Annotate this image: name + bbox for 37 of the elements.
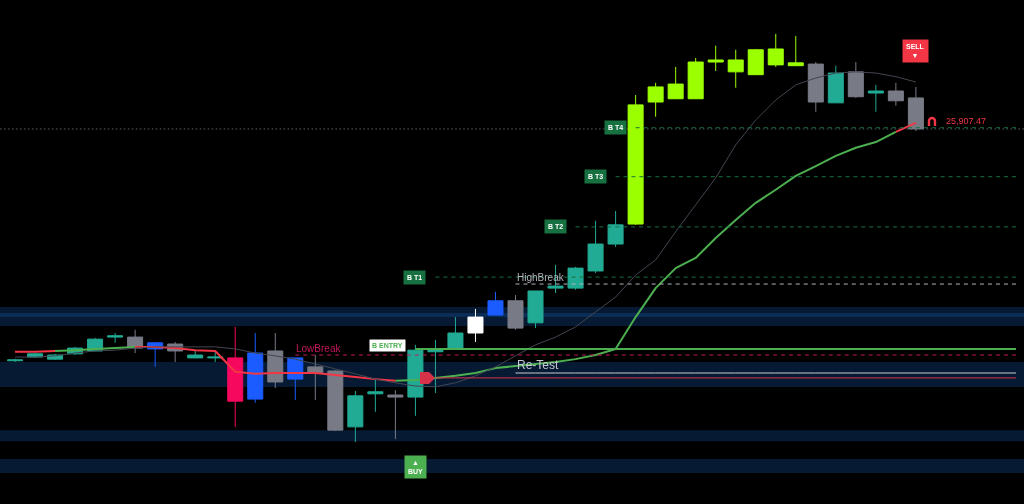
candlestick [907,86,924,132]
candlestick [687,57,704,100]
candlestick [707,45,724,72]
candlestick [607,210,624,248]
candlestick [807,61,824,113]
candlestick [727,49,744,89]
candlestick [747,48,764,76]
candlestick [627,94,644,226]
candlestick [827,65,844,104]
candlestick [387,389,404,440]
candlestick [487,291,504,316]
candlestick [787,35,804,67]
candlestick [187,350,204,359]
candlestick [267,332,284,389]
candlestick [467,308,484,343]
candlestick [527,290,544,329]
candlestick [247,332,264,404]
candlestick [567,266,584,291]
candlestick [867,84,884,113]
candlestick [667,66,684,100]
candlestick [507,294,524,331]
candlestick [767,33,784,68]
candlestick [647,82,664,118]
candlestick [227,326,244,428]
candlestick [587,220,604,274]
candlestick [347,390,364,443]
candlestick [447,316,464,349]
candlestick [367,379,384,413]
candlestick [847,61,864,99]
candlestick [207,351,224,363]
candlestick [7,358,24,363]
candlestick [327,369,344,432]
series-label: LowBreak [296,343,342,354]
candlestick [107,332,124,344]
candlestick [307,354,324,401]
annotation: 25,907.47 [946,116,987,126]
candlestick [887,82,904,107]
